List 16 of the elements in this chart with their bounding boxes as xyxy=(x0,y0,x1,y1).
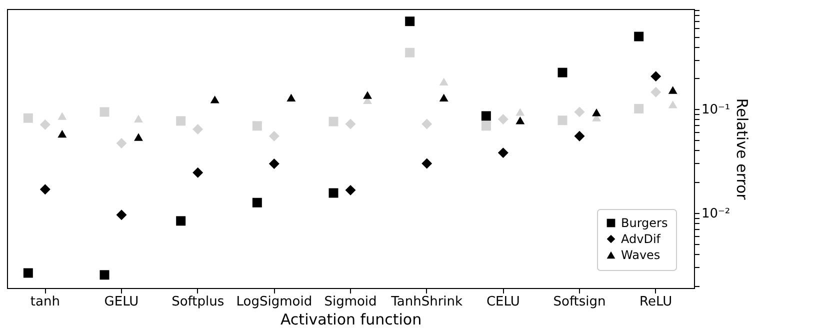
x-tick-label: LogSigmoid xyxy=(236,294,312,310)
x-tick-label: tanh xyxy=(30,294,60,310)
x-tick-label: Softsign xyxy=(553,294,606,310)
x-tick-label: ReLU xyxy=(640,294,672,310)
x-tick-label: GELU xyxy=(104,294,139,310)
x-tick-label: Sigmoid xyxy=(324,294,377,310)
x-tick-label: TanhShrink xyxy=(390,294,464,310)
x-tick-label: Softplus xyxy=(172,294,224,310)
legend-label: AdvDif xyxy=(621,232,662,246)
x-tick-label: CELU xyxy=(486,294,520,310)
legend-label: Burgers xyxy=(621,216,668,230)
legend-label: Waves xyxy=(621,248,660,262)
y-tick-label: 10⁻¹ xyxy=(702,102,730,118)
y-axis-title: Relative error xyxy=(733,98,752,201)
x-axis-title: Activation function xyxy=(280,310,422,328)
y-tick-label: 10⁻² xyxy=(702,206,730,222)
